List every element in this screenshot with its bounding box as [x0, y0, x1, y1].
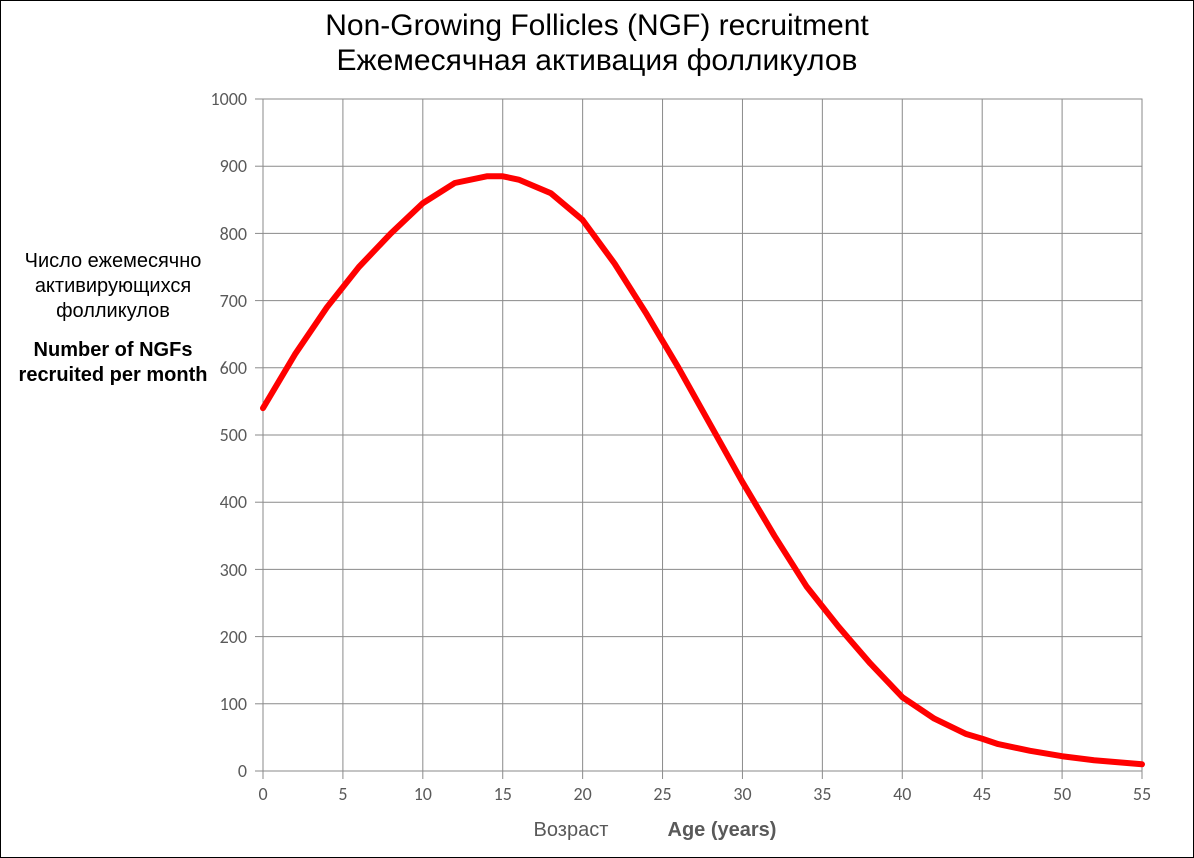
spacer: [9, 324, 217, 338]
y-tick-label: 500: [220, 424, 247, 446]
y-tick-label: 300: [220, 559, 247, 581]
x-tick-label: 45: [962, 783, 1002, 805]
y-tick-label: 0: [238, 760, 247, 782]
y-axis-label-en: Number of NGFs recruited per month: [9, 338, 217, 388]
x-tick-label: 40: [882, 783, 922, 805]
y-axis-label-ru: Число ежемесячно активирующихся фолликул…: [9, 249, 217, 324]
x-tick-label: 30: [722, 783, 762, 805]
y-tick-label: 1000: [211, 88, 248, 110]
y-tick-label: 600: [220, 357, 247, 379]
chart-plot: [255, 91, 1150, 779]
chart-title: Non-Growing Follicles (NGF) recruitment …: [1, 9, 1193, 78]
y-tick-label: 400: [220, 491, 247, 513]
x-tick-label: 20: [563, 783, 603, 805]
title-line-2: Ежемесячная активация фолликулов: [1, 44, 1193, 79]
y-tick-label: 700: [220, 290, 247, 312]
x-axis-label-ru: Возраст: [534, 819, 609, 841]
y-tick-label: 800: [220, 223, 247, 245]
y-tick-label: 100: [220, 693, 247, 715]
chart-frame: Non-Growing Follicles (NGF) recruitment …: [0, 0, 1194, 858]
x-tick-label: 25: [643, 783, 683, 805]
x-axis-label-en: Age (years): [668, 819, 777, 841]
x-tick-label: 15: [483, 783, 523, 805]
title-line-1: Non-Growing Follicles (NGF) recruitment: [1, 9, 1193, 44]
x-tick-label: 10: [403, 783, 443, 805]
x-tick-label: 50: [1042, 783, 1082, 805]
x-tick-label: 5: [323, 783, 363, 805]
x-tick-label: 55: [1122, 783, 1162, 805]
x-axis-label: Возраст Age (years): [385, 819, 925, 842]
y-tick-label: 200: [220, 626, 247, 648]
x-tick-label: 0: [243, 783, 283, 805]
y-tick-label: 900: [220, 155, 247, 177]
y-axis-label: Число ежемесячно активирующихся фолликул…: [9, 249, 217, 388]
x-tick-label: 35: [802, 783, 842, 805]
